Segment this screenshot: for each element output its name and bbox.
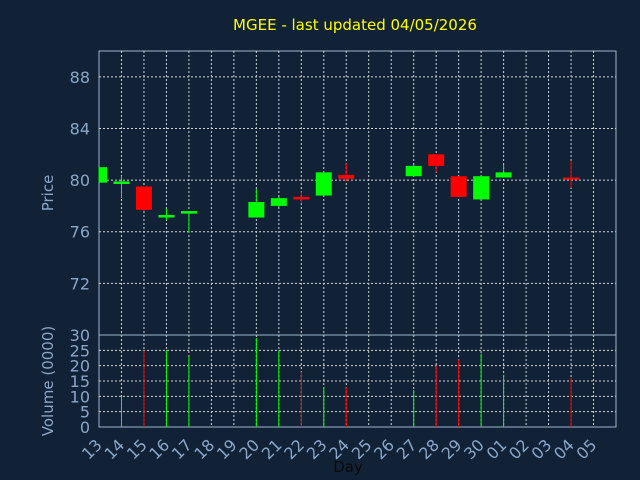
volume-tick-20: 20 xyxy=(70,357,90,376)
candle-body-04 xyxy=(563,177,580,180)
candles xyxy=(98,154,580,234)
candle-body-28 xyxy=(428,154,445,166)
price-tick-88: 88 xyxy=(70,68,90,87)
price-tick-76: 76 xyxy=(70,223,90,242)
volume-tick-25: 25 xyxy=(70,341,90,360)
candle-body-01 xyxy=(495,172,512,178)
candle-body-14 xyxy=(113,181,130,184)
candle-body-17 xyxy=(180,211,197,214)
candle-body-20 xyxy=(248,202,265,218)
x-axis-label: Day xyxy=(333,458,363,476)
candle-body-24 xyxy=(338,174,355,179)
x-tick-05: 05 xyxy=(573,435,601,463)
price-tick-72: 72 xyxy=(70,274,90,293)
candle-body-21 xyxy=(270,198,287,206)
candle-body-30 xyxy=(473,176,490,200)
volume-tick-10: 10 xyxy=(70,387,90,406)
candle-body-16 xyxy=(158,214,175,218)
volume-bars xyxy=(120,338,572,427)
candle-body-29 xyxy=(450,176,467,197)
price-y-ticks: 72 76 80 84 88 xyxy=(70,68,90,294)
volume-tick-5: 5 xyxy=(80,403,90,422)
chart-title: MGEE - last updated 04/05/2026 xyxy=(233,16,477,34)
volume-tick-0: 0 xyxy=(80,418,90,437)
candle-body-27 xyxy=(405,165,422,177)
volume-tick-15: 15 xyxy=(70,372,90,391)
price-axis-label: Price xyxy=(39,175,57,212)
candle-body-22 xyxy=(293,196,310,200)
candle-body-15 xyxy=(135,186,152,210)
price-tick-84: 84 xyxy=(70,119,90,138)
candle-body-13 xyxy=(99,167,107,183)
price-panel xyxy=(98,50,617,336)
candle-body-23 xyxy=(315,172,332,196)
volume-grid xyxy=(99,335,616,427)
price-tick-80: 80 xyxy=(70,171,90,190)
price-grid xyxy=(99,51,616,335)
volume-axis-label: Volume (0000) xyxy=(39,326,57,436)
volume-tick-30: 30 xyxy=(70,326,90,345)
